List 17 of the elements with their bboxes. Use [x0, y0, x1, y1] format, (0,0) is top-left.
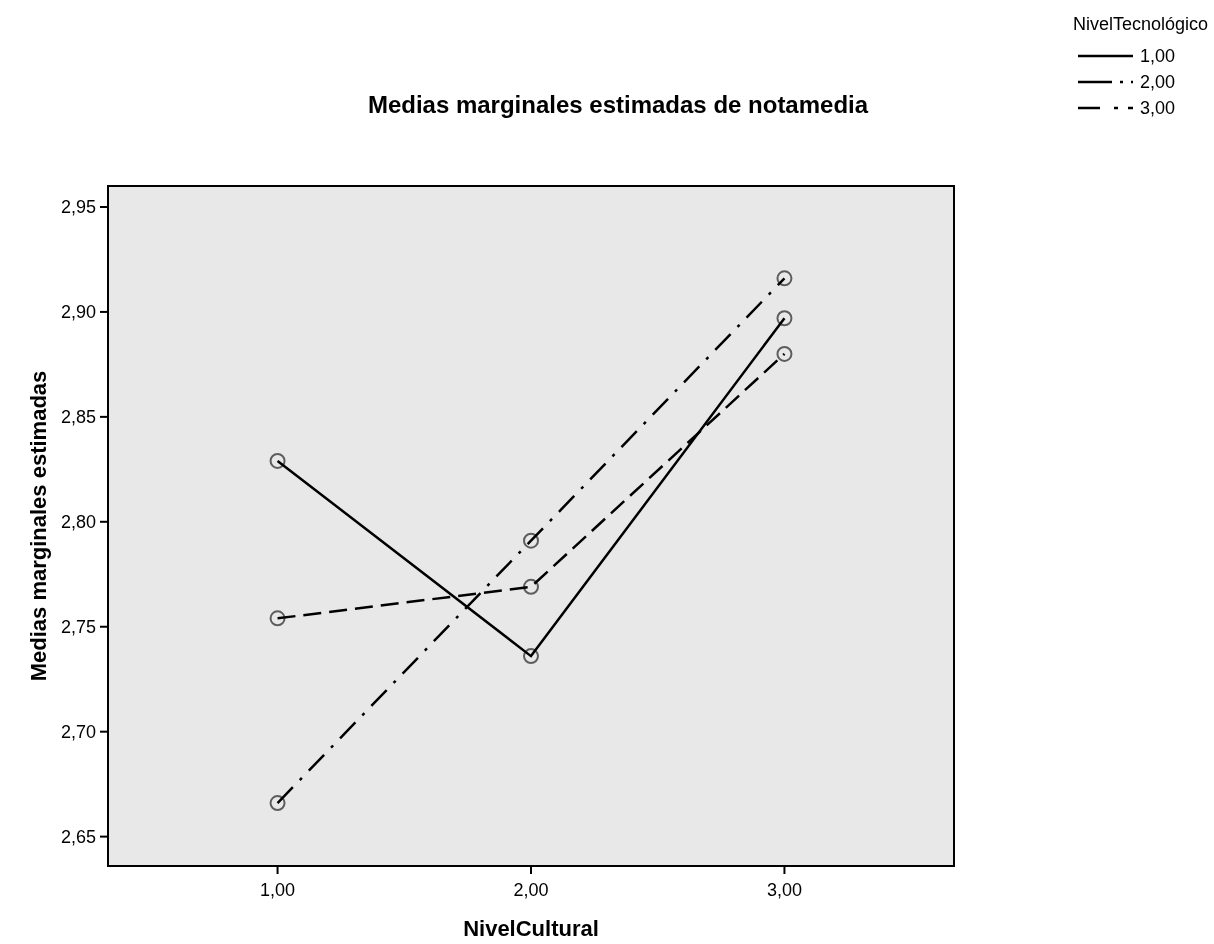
- y-tick-label: 2,70: [60, 721, 96, 742]
- legend-label: 2,00: [1140, 72, 1176, 93]
- x-axis-title: NivelCultural: [463, 916, 599, 941]
- x-tick-label: 1,00: [260, 880, 296, 900]
- x-tick-label: 3,00: [766, 880, 802, 900]
- y-axis-title: Medias marginales estimadas: [26, 370, 51, 682]
- y-tick-label: 2,90: [60, 302, 96, 323]
- y-tick-label: 2,85: [60, 407, 96, 428]
- x-tick-label: 2,00: [513, 880, 549, 900]
- chart-title: Medias marginales estimadas de notamedia: [367, 91, 869, 118]
- y-tick-label: 2,95: [60, 197, 96, 218]
- legend-label: 3,00: [1140, 98, 1176, 119]
- y-tick-label: 2,80: [60, 512, 96, 533]
- y-tick-label: 2,75: [60, 617, 96, 638]
- y-tick-label: 2,65: [60, 826, 96, 847]
- legend-title: NivelTecnológico: [1072, 14, 1208, 34]
- legend-label: 1,00: [1140, 46, 1176, 67]
